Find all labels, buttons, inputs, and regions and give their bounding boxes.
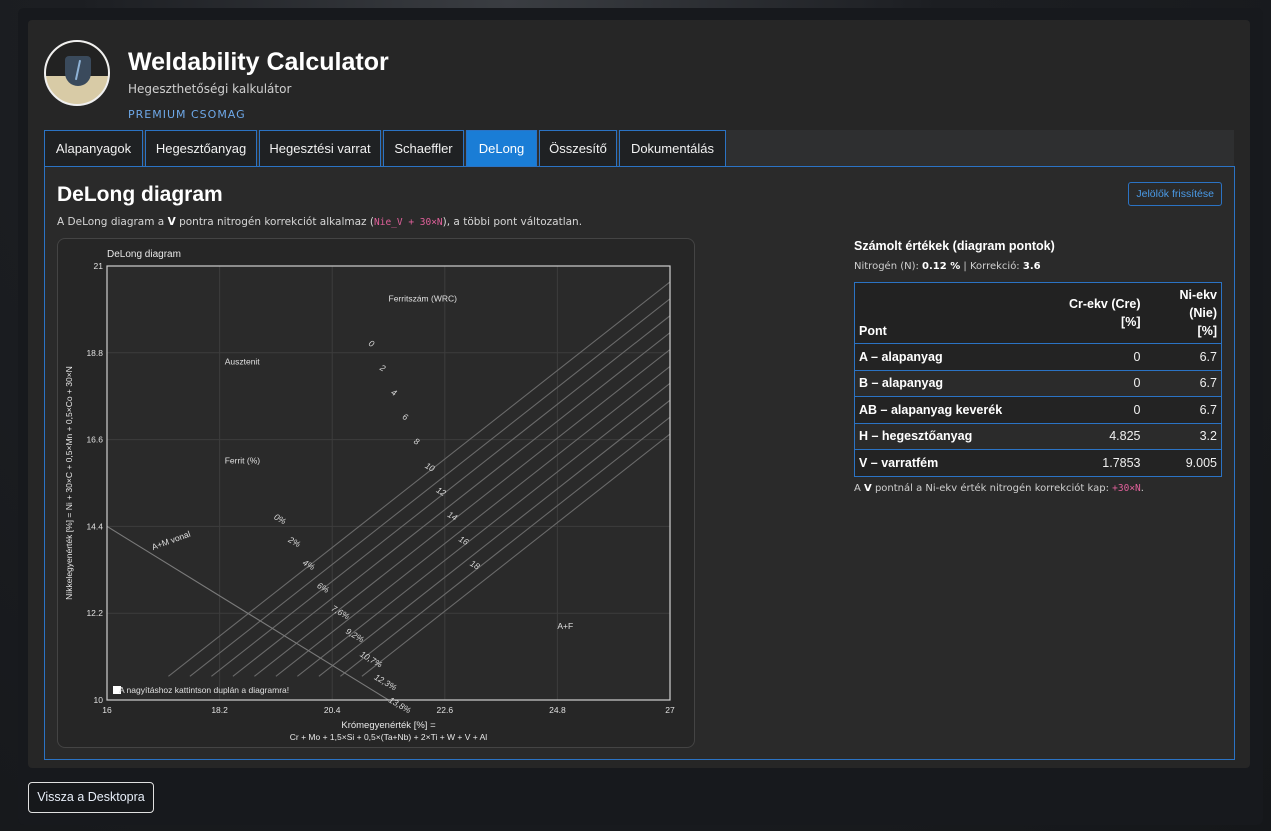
row-ni: 6.7 <box>1144 343 1222 370</box>
x-tick-label: 20.4 <box>324 705 341 715</box>
results-table: Pont Cr-ekv (Cre) [%] Ni-ekv (Nie) [%] A –… <box>854 282 1222 477</box>
panel-title: DeLong diagram <box>57 183 223 206</box>
table-row: H – hegesztőanyag 4.825 3.2 <box>854 422 1222 450</box>
ferrite-line <box>189 298 670 677</box>
results-title: Számolt értékek (diagram pontok) <box>854 239 1055 253</box>
ferrite-line <box>254 348 670 677</box>
row-cr: 1.7853 <box>1060 449 1145 476</box>
x-axis-label: Krómegyenérték [%] = <box>341 720 436 731</box>
x-tick-label: 27 <box>665 705 675 715</box>
tab-osszesito[interactable]: Összesítő <box>539 130 617 166</box>
zoom-hint-icon <box>113 686 121 694</box>
tab-schaeffler[interactable]: Schaeffler <box>383 130 464 166</box>
row-cr: 4.825 <box>1060 422 1145 450</box>
ferrite-number-label: 10 <box>423 460 436 474</box>
ferrite-number-label: 12 <box>435 485 448 499</box>
region-label: A+F <box>557 621 573 631</box>
app-title: Weldability Calculator <box>128 48 389 76</box>
y-tick-label: 14.4 <box>86 521 103 531</box>
x-axis-formula: Cr + Mo + 1,5×Si + 0,5×(Ta+Nb) + 2×Ti + … <box>290 732 488 742</box>
panel-description: A DeLong diagram a V pontra nitrogén kor… <box>57 216 583 228</box>
tab-hegesztoanyag[interactable]: Hegesztőanyag <box>145 130 257 166</box>
tab-alapanyagok[interactable]: Alapanyagok <box>44 130 143 166</box>
region-label: Ferrit (%) <box>225 455 261 465</box>
x-tick-label: 18.2 <box>211 705 228 715</box>
ferrite-number-label: 0 <box>367 338 376 349</box>
refresh-markers-button[interactable]: Jelölők frissítése <box>1128 182 1222 206</box>
y-tick-label: 10 <box>94 695 104 705</box>
am-line <box>107 525 389 700</box>
row-cr: 0 <box>1060 369 1145 397</box>
results-section: Számolt értékek (diagram pontok) Nitrogé… <box>854 237 1224 494</box>
app-header: Weldability Calculator Hegeszthetőségi k… <box>44 40 644 121</box>
col-cr: Cr-ekv (Cre) [%] <box>1060 282 1145 344</box>
plot-frame <box>106 265 671 701</box>
region-label: Ausztenit <box>225 357 261 367</box>
y-tick-label: 21 <box>94 261 104 271</box>
row-name: AB – alapanyag keverék <box>854 396 1061 423</box>
table-row: AB – alapanyag keverék 0 6.7 <box>854 396 1222 423</box>
row-name: H – hegesztőanyag <box>854 422 1061 450</box>
col-ni: Ni-ekv (Nie) [%] <box>1144 282 1222 344</box>
row-ni: 6.7 <box>1144 369 1222 397</box>
ferrite-number-label: 4 <box>390 387 399 398</box>
ferrite-number-label: 18 <box>468 558 481 572</box>
delong-chart[interactable]: 16 18.2 20.4 22.6 24.8 27 10 12.2 14.4 16.6 18.8 21… <box>57 238 695 748</box>
app-logo <box>44 40 110 106</box>
ferrite-line <box>361 433 670 677</box>
zoom-hint: A nagyításhoz kattintson duplán a diagra… <box>119 685 289 695</box>
ferrite-number-label: 16 <box>457 534 470 548</box>
ferrite-line <box>318 399 670 677</box>
plot-area <box>107 266 670 700</box>
tab-bar: Alapanyagok Hegesztőanyag Hegesztési var… <box>44 130 1234 166</box>
table-row: B – alapanyag 0 6.7 <box>854 369 1222 397</box>
tab-hegesztesi-varrat[interactable]: Hegesztési varrat <box>259 130 381 166</box>
ferrite-line <box>340 416 670 677</box>
app-subtitle: Hegeszthetőségi kalkulátor <box>128 82 292 96</box>
tab-dokumentalas[interactable]: Dokumentálás <box>619 130 726 166</box>
x-tick-label: 24.8 <box>549 705 566 715</box>
row-ni: 3.2 <box>1144 422 1222 450</box>
ferrite-line <box>297 382 670 677</box>
chart-title: DeLong diagram <box>107 249 181 260</box>
y-tick-label: 12.2 <box>86 608 103 618</box>
row-name: A – alapanyag <box>854 343 1061 370</box>
row-ni: 9.005 <box>1144 449 1222 476</box>
y-tick-label: 16.6 <box>86 435 103 445</box>
ferrite-number-label: 6 <box>401 411 410 422</box>
delong-chart-svg[interactable]: 16 18.2 20.4 22.6 24.8 271012.214.416.618.821… <box>58 239 694 747</box>
row-cr: 0 <box>1060 343 1145 370</box>
col-point: Pont <box>854 282 1061 344</box>
back-to-desktop-button[interactable]: Vissza a Desktopra <box>28 782 154 813</box>
ferrite-lines <box>107 281 670 700</box>
row-name: B – alapanyag <box>854 369 1061 397</box>
tab-delong[interactable]: DeLong <box>466 130 537 166</box>
y-tick-label: 18.8 <box>86 348 103 358</box>
row-name: V – varratfém <box>854 449 1061 476</box>
ferrite-number-label: 2 <box>377 362 387 374</box>
row-ni: 6.7 <box>1144 396 1222 423</box>
x-tick-label: 22.6 <box>437 705 454 715</box>
app-container: Weldability Calculator Hegeszthetőségi k… <box>28 20 1250 768</box>
y-axis-label: Nikkelegyenérték [%] = Ni + 30×C + 0,5×M… <box>64 366 74 600</box>
nitrogen-info: Nitrogén (N): 0.12 % | Korrekció: 3.6 <box>854 261 1041 272</box>
ferrite-line <box>211 315 670 677</box>
edition-label: PREMIUM CSOMAG <box>128 108 246 121</box>
region-label: Ferritszám (WRC) <box>389 294 458 304</box>
table-row: V – varratfém 1.7853 9.005 <box>854 449 1222 476</box>
ferrite-number-label: 14 <box>446 509 459 523</box>
delong-panel: DeLong diagram A DeLong diagram a V pont… <box>44 166 1235 760</box>
ferrite-number-label: 8 <box>412 436 421 447</box>
table-row: A – alapanyag 0 6.7 <box>854 343 1222 370</box>
row-cr: 0 <box>1060 396 1145 423</box>
ferrite-line <box>232 331 670 677</box>
ferrite-line <box>275 365 670 677</box>
ferrite-line <box>168 281 670 677</box>
nitrogen-note: A V pontnál a Ni-ekv érték nitrogén korr… <box>854 482 1144 494</box>
x-tick-label: 16 <box>102 705 112 715</box>
app-window: Weldability Calculator Hegeszthetőségi k… <box>18 8 1263 825</box>
